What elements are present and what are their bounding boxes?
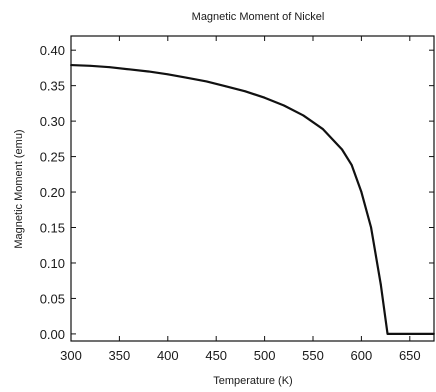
data-point (418, 333, 421, 335)
data-point (386, 333, 389, 335)
y-tick-label: 0.25 (40, 150, 65, 165)
data-point (244, 90, 247, 93)
data-point (341, 148, 343, 151)
data-point (128, 68, 130, 71)
data-point (70, 64, 72, 66)
plot-area: 300 350 400 450 500 550 600 650 0.00 0.05 0.10 0.15… (40, 35, 435, 363)
data-point (166, 73, 169, 76)
y-tick-label: 0.00 (40, 327, 65, 342)
y-tick-label: 0.20 (40, 185, 65, 200)
y-axis-label: Magnetic Moment (emu) (13, 129, 25, 248)
data-point (205, 80, 208, 83)
x-axis-label: Temperature (K) (213, 375, 292, 387)
x-tick-label: 300 (60, 348, 82, 363)
data-point (370, 226, 372, 229)
x-tick-label: 650 (399, 348, 421, 363)
data-point (375, 254, 377, 257)
x-tick-label: 400 (157, 348, 179, 363)
chart-title: Magnetic Moment of Nickel (192, 11, 325, 23)
data-point (283, 104, 285, 107)
data-point (433, 333, 435, 335)
data-point (186, 76, 189, 79)
y-tick-label: 0.40 (40, 43, 65, 58)
plot-frame (70, 35, 435, 342)
data-point (399, 333, 402, 335)
data-point (321, 128, 324, 130)
data-point (389, 333, 392, 335)
data-point (379, 283, 382, 286)
data-point (89, 64, 92, 67)
x-tick-label: 600 (351, 348, 373, 363)
y-tick-label: 0.05 (40, 291, 65, 306)
y-tick-label: 0.35 (40, 79, 65, 94)
data-point (147, 70, 150, 73)
data-point (302, 114, 305, 117)
x-tick-label: 350 (109, 348, 131, 363)
series-line (70, 63, 434, 336)
y-tick-label: 0.10 (40, 256, 65, 271)
y-tick-label: 0.30 (40, 114, 65, 129)
x-tick-label: 550 (302, 348, 324, 363)
data-point (263, 96, 266, 99)
x-tick-label: 500 (254, 348, 276, 363)
y-tick-label: 0.15 (40, 221, 65, 236)
data-point (108, 66, 111, 69)
data-point (224, 85, 227, 88)
data-point (350, 164, 353, 166)
data-point (360, 191, 363, 193)
data-point (384, 318, 387, 321)
x-tick-label: 450 (205, 348, 227, 363)
